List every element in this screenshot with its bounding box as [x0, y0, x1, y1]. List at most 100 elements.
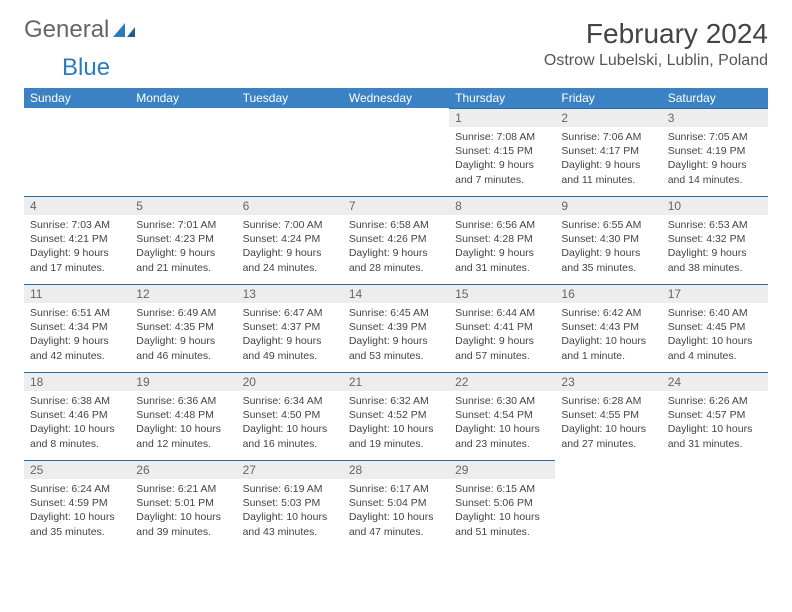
sunrise-line: Sunrise: 6:51 AM: [30, 307, 110, 319]
calendar-day-cell: 23Sunrise: 6:28 AMSunset: 4:55 PMDayligh…: [555, 372, 661, 460]
calendar-day-cell: 27Sunrise: 6:19 AMSunset: 5:03 PMDayligh…: [237, 460, 343, 548]
day-number: 27: [237, 460, 343, 479]
sunset-line: Sunset: 4:19 PM: [668, 145, 746, 157]
daylight-line: Daylight: 10 hours and 47 minutes.: [349, 511, 434, 537]
calendar-day-cell: 9Sunrise: 6:55 AMSunset: 4:30 PMDaylight…: [555, 196, 661, 284]
sunrise-line: Sunrise: 6:42 AM: [561, 307, 641, 319]
calendar-week-row: 25Sunrise: 6:24 AMSunset: 4:59 PMDayligh…: [24, 460, 768, 548]
daylight-line: Daylight: 10 hours and 19 minutes.: [349, 423, 434, 449]
sunset-line: Sunset: 4:37 PM: [243, 321, 321, 333]
daylight-line: Daylight: 9 hours and 21 minutes.: [136, 247, 215, 273]
calendar-week-row: 1Sunrise: 7:08 AMSunset: 4:15 PMDaylight…: [24, 108, 768, 196]
daylight-line: Daylight: 9 hours and 42 minutes.: [30, 335, 109, 361]
day-body: Sunrise: 6:49 AMSunset: 4:35 PMDaylight:…: [130, 303, 236, 367]
daylight-line: Daylight: 10 hours and 31 minutes.: [668, 423, 753, 449]
calendar-day-cell: 4Sunrise: 7:03 AMSunset: 4:21 PMDaylight…: [24, 196, 130, 284]
daylight-line: Daylight: 9 hours and 38 minutes.: [668, 247, 747, 273]
sunrise-line: Sunrise: 6:15 AM: [455, 483, 535, 495]
day-body: Sunrise: 7:00 AMSunset: 4:24 PMDaylight:…: [237, 215, 343, 279]
calendar-day-cell: [343, 108, 449, 196]
sunrise-line: Sunrise: 6:21 AM: [136, 483, 216, 495]
daylight-line: Daylight: 10 hours and 1 minute.: [561, 335, 646, 361]
day-body: Sunrise: 7:08 AMSunset: 4:15 PMDaylight:…: [449, 127, 555, 191]
day-body: Sunrise: 6:34 AMSunset: 4:50 PMDaylight:…: [237, 391, 343, 455]
calendar-day-cell: 22Sunrise: 6:30 AMSunset: 4:54 PMDayligh…: [449, 372, 555, 460]
day-number: 29: [449, 460, 555, 479]
daylight-line: Daylight: 9 hours and 28 minutes.: [349, 247, 428, 273]
day-number: 16: [555, 284, 661, 303]
day-number: 17: [662, 284, 768, 303]
weekday-header-row: SundayMondayTuesdayWednesdayThursdayFrid…: [24, 88, 768, 108]
sunrise-line: Sunrise: 6:32 AM: [349, 395, 429, 407]
calendar-table: SundayMondayTuesdayWednesdayThursdayFrid…: [24, 88, 768, 548]
day-body: Sunrise: 7:01 AMSunset: 4:23 PMDaylight:…: [130, 215, 236, 279]
day-number: 23: [555, 372, 661, 391]
daylight-line: Daylight: 10 hours and 39 minutes.: [136, 511, 221, 537]
day-number: 2: [555, 108, 661, 127]
sunrise-line: Sunrise: 7:03 AM: [30, 219, 110, 231]
sunset-line: Sunset: 4:50 PM: [243, 409, 321, 421]
calendar-week-row: 18Sunrise: 6:38 AMSunset: 4:46 PMDayligh…: [24, 372, 768, 460]
calendar-week-row: 11Sunrise: 6:51 AMSunset: 4:34 PMDayligh…: [24, 284, 768, 372]
sunset-line: Sunset: 4:52 PM: [349, 409, 427, 421]
day-body: Sunrise: 6:40 AM Sunset: 4:45 PM Daylight:…: [662, 303, 768, 367]
calendar-day-cell: 2Sunrise: 7:06 AMSunset: 4:17 PMDaylight…: [555, 108, 661, 196]
weekday-header: Monday: [130, 88, 236, 108]
day-number: 10: [662, 196, 768, 215]
day-body: Sunrise: 6:58 AMSunset: 4:26 PMDaylight:…: [343, 215, 449, 279]
calendar-body: 1Sunrise: 7:08 AMSunset: 4:15 PMDaylight…: [24, 108, 768, 548]
daylight-line: Daylight: 9 hours and 53 minutes.: [349, 335, 428, 361]
weekday-header: Friday: [555, 88, 661, 108]
daylight-line: Daylight: 9 hours and 14 minutes.: [668, 159, 747, 185]
logo-sail-icon: [111, 21, 137, 39]
day-number: 12: [130, 284, 236, 303]
calendar-day-cell: 15Sunrise: 6:44 AMSunset: 4:41 PMDayligh…: [449, 284, 555, 372]
day-number: 28: [343, 460, 449, 479]
logo-blue-line: Blue: [24, 54, 768, 82]
sunrise-line: Sunrise: 6:47 AM: [243, 307, 323, 319]
calendar-day-cell: 16Sunrise: 6:42 AMSunset: 4:43 PMDayligh…: [555, 284, 661, 372]
calendar-day-cell: [130, 108, 236, 196]
sunrise-line: Sunrise: 6:45 AM: [349, 307, 429, 319]
calendar-day-cell: 8Sunrise: 6:56 AMSunset: 4:28 PMDaylight…: [449, 196, 555, 284]
day-body: Sunrise: 6:45 AM Sunset: 4:39 PM Daylight:…: [343, 303, 449, 367]
calendar-day-cell: 6Sunrise: 7:00 AMSunset: 4:24 PMDaylight…: [237, 196, 343, 284]
day-body: Sunrise: 6:15 AMSunset: 5:06 PMDaylight:…: [449, 479, 555, 543]
sunrise-line: Sunrise: 6:40 AM: [668, 307, 748, 319]
daylight-line: Daylight: 9 hours and 24 minutes.: [243, 247, 322, 273]
daylight-line: Daylight: 10 hours and 16 minutes.: [243, 423, 328, 449]
calendar-day-cell: 1Sunrise: 7:08 AMSunset: 4:15 PMDaylight…: [449, 108, 555, 196]
daylight-line: Daylight: 10 hours and 4 minutes.: [668, 335, 753, 361]
sunset-line: Sunset: 4:45 PM: [668, 321, 746, 333]
sunset-line: Sunset: 4:35 PM: [136, 321, 214, 333]
day-body: Sunrise: 6:32 AM Sunset: 4:52 PM Daylight:…: [343, 391, 449, 455]
calendar-day-cell: 17 Sunrise: 6:40 AM Sunset: 4:45 PM Dayligh…: [662, 284, 768, 372]
sunset-line: Sunset: 4:26 PM: [349, 233, 427, 245]
month-title: February 2024: [544, 18, 768, 50]
day-number: 22: [449, 372, 555, 391]
daylight-line: Daylight: 10 hours and 27 minutes.: [561, 423, 646, 449]
day-number: 1: [449, 108, 555, 127]
calendar-week-row: 4Sunrise: 7:03 AMSunset: 4:21 PMDaylight…: [24, 196, 768, 284]
daylight-line: Daylight: 9 hours and 31 minutes.: [455, 247, 534, 273]
day-body: Sunrise: 6:53 AMSunset: 4:32 PMDaylight:…: [662, 215, 768, 279]
calendar-day-cell: 14Sunrise: 6:45 AMSunset: 4:39 PMDayligh…: [343, 284, 449, 372]
weekday-header: Saturday: [662, 88, 768, 108]
day-body: Sunrise: 6:26 AMSunset: 4:57 PMDaylight:…: [662, 391, 768, 455]
sunrise-line: Sunrise: 7:01 AM: [136, 219, 216, 231]
calendar-day-cell: [555, 460, 661, 548]
sunrise-line: Sunrise: 6:38 AM: [30, 395, 110, 407]
sunrise-line: Sunrise: 6:56 AM: [455, 219, 535, 231]
daylight-line: Daylight: 9 hours and 11 minutes.: [561, 159, 640, 185]
day-body: Sunrise: 6:44 AMSunset: 4:41 PMDaylight:…: [449, 303, 555, 367]
day-body: Sunrise: 6:36 AMSunset: 4:48 PMDaylight:…: [130, 391, 236, 455]
calendar-day-cell: 25Sunrise: 6:24 AMSunset: 4:59 PMDayligh…: [24, 460, 130, 548]
day-number: 6: [237, 196, 343, 215]
sunset-line: Sunset: 4:39 PM: [349, 321, 427, 333]
calendar-day-cell: [662, 460, 768, 548]
day-body: Sunrise: 6:47 AMSunset: 4:37 PMDaylight:…: [237, 303, 343, 367]
sunrise-line: Sunrise: 6:53 AM: [668, 219, 748, 231]
calendar-day-cell: 18Sunrise: 6:38 AMSunset: 4:46 PMDayligh…: [24, 372, 130, 460]
day-number: 25: [24, 460, 130, 479]
sunset-line: Sunset: 5:04 PM: [349, 497, 427, 509]
